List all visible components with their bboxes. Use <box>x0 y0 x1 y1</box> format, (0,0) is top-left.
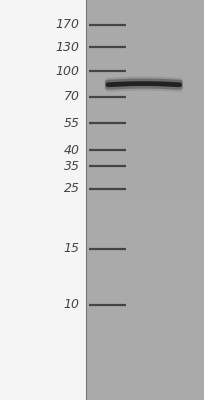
Bar <box>86 184 204 192</box>
Bar <box>86 216 204 224</box>
Bar <box>86 152 204 160</box>
Text: 15: 15 <box>64 242 80 255</box>
Bar <box>86 256 204 264</box>
Text: 130: 130 <box>55 41 80 54</box>
Text: 35: 35 <box>64 160 80 172</box>
Bar <box>86 72 204 80</box>
Bar <box>86 0 204 400</box>
Bar <box>86 96 204 104</box>
Bar <box>86 144 204 152</box>
Bar <box>86 120 204 128</box>
Bar <box>86 360 204 368</box>
Text: 25: 25 <box>64 182 80 195</box>
Bar <box>86 160 204 168</box>
Bar <box>86 32 204 40</box>
Bar <box>0 0 86 400</box>
Bar <box>86 288 204 296</box>
Bar <box>86 352 204 360</box>
Bar <box>86 376 204 384</box>
Bar <box>86 328 204 336</box>
Bar <box>86 304 204 312</box>
Bar <box>86 80 204 88</box>
Bar <box>86 48 204 56</box>
Bar <box>86 24 204 32</box>
Bar <box>86 56 204 64</box>
Bar <box>86 136 204 144</box>
Text: 170: 170 <box>55 18 80 31</box>
Bar <box>86 296 204 304</box>
Bar <box>86 16 204 24</box>
Bar <box>86 192 204 200</box>
Text: 40: 40 <box>64 144 80 156</box>
Bar <box>86 344 204 352</box>
Bar <box>86 312 204 320</box>
Bar <box>86 168 204 176</box>
Bar <box>86 264 204 272</box>
Bar <box>86 176 204 184</box>
Bar <box>86 112 204 120</box>
Bar <box>86 392 204 400</box>
Bar <box>86 208 204 216</box>
Bar <box>86 104 204 112</box>
Bar <box>86 64 204 72</box>
Bar <box>86 272 204 280</box>
Bar <box>86 8 204 16</box>
Text: 55: 55 <box>64 117 80 130</box>
Bar <box>86 320 204 328</box>
Text: 10: 10 <box>64 298 80 311</box>
Bar <box>86 40 204 48</box>
Bar <box>86 240 204 248</box>
Bar <box>86 128 204 136</box>
Bar <box>86 280 204 288</box>
Bar <box>86 248 204 256</box>
Bar <box>86 368 204 376</box>
Bar <box>86 224 204 232</box>
Text: 70: 70 <box>64 90 80 103</box>
Bar <box>86 384 204 392</box>
Text: 100: 100 <box>55 65 80 78</box>
Bar <box>86 0 204 8</box>
Bar <box>86 200 204 208</box>
Bar <box>86 88 204 96</box>
Bar <box>86 232 204 240</box>
Bar <box>86 336 204 344</box>
